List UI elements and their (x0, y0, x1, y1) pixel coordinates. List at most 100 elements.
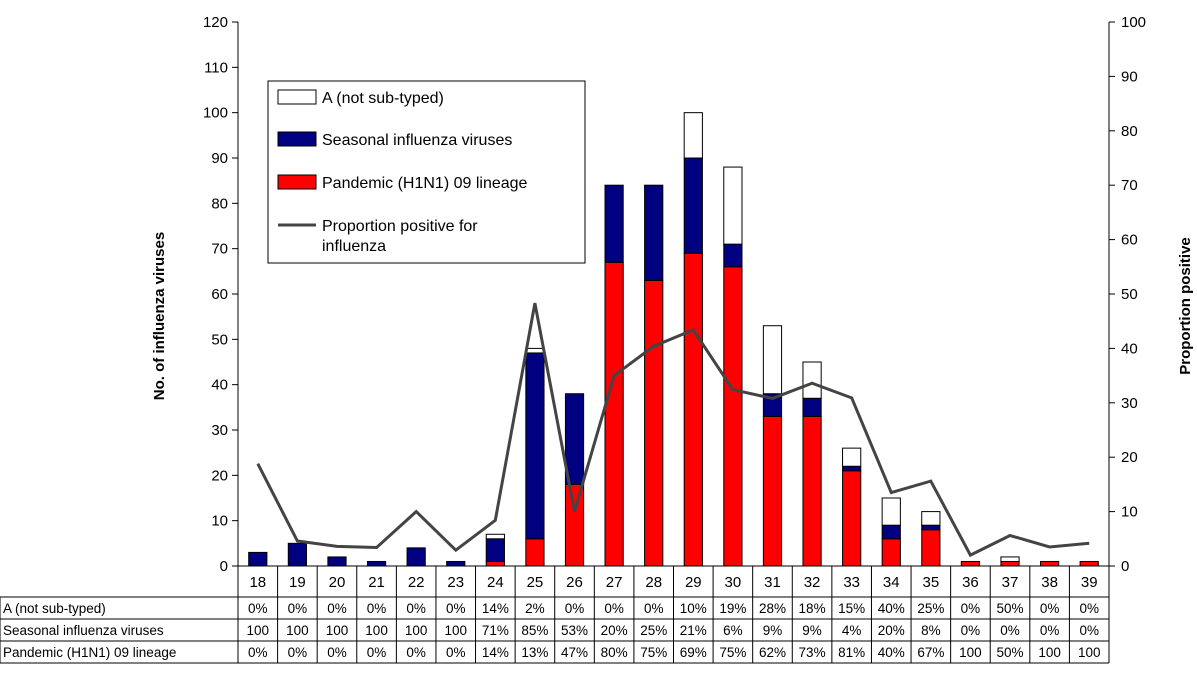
x-tick-label: 34 (883, 574, 900, 591)
y-tick-label-left: 100 (203, 105, 228, 122)
table-cell: 13% (521, 645, 548, 660)
table-cell: 0% (248, 645, 268, 660)
table-cell: 100 (959, 645, 982, 660)
bar-segment (1000, 556, 1020, 562)
legend-layer: A (not sub-typed) Seasonal influenza viru… (267, 80, 586, 264)
bar-segment (525, 538, 545, 567)
table-cell: 62% (759, 645, 786, 660)
y-tick-label-left: 20 (211, 467, 228, 484)
table-row-label: A (not sub-typed) (3, 601, 106, 616)
legend-swatch (277, 131, 317, 147)
y-tick-label-right: 10 (1121, 504, 1138, 521)
table-cell: 75% (640, 645, 667, 660)
table-cell: 6% (723, 623, 743, 638)
table-cell: 0% (644, 601, 664, 616)
y-tick-label-right: 80 (1121, 123, 1138, 140)
bar-segment (644, 184, 664, 281)
table-cell: 10% (680, 601, 707, 616)
table-cell: 100 (286, 623, 309, 638)
bar-segment (683, 157, 703, 254)
bar-segment (802, 361, 822, 399)
legend-label: Seasonal influenza viruses (322, 132, 512, 149)
y-tick-label-left: 40 (211, 377, 228, 394)
bar-segment (762, 325, 783, 395)
bar-segment (1000, 560, 1020, 567)
y-tick-label-right: 60 (1121, 232, 1138, 249)
table-cell: 15% (838, 601, 865, 616)
x-tick-label: 38 (1041, 574, 1058, 591)
table-cell: 100 (444, 623, 467, 638)
table-cell: 18% (799, 601, 826, 616)
table-cell: 0% (406, 645, 426, 660)
table-cell: 100 (326, 623, 349, 638)
y-tick-label-left: 0 (220, 558, 228, 575)
bar-segment (525, 352, 545, 540)
table-cell: 9% (763, 623, 783, 638)
x-tick-label: 36 (962, 574, 979, 591)
table-cell: 50% (997, 645, 1024, 660)
bar-segment (485, 560, 505, 567)
legend-box (267, 80, 586, 264)
y-tick-label-left: 70 (211, 241, 228, 258)
bar-segment (644, 279, 664, 567)
table-cell: 0% (327, 601, 347, 616)
bar-segment (287, 542, 307, 567)
table-cell: 0% (604, 601, 624, 616)
table-cell: 47% (561, 645, 588, 660)
table-cell: 81% (838, 645, 865, 660)
table-cell: 100 (365, 623, 388, 638)
y-axis-title-left: No. of influenza viruses (151, 232, 168, 400)
bar-segment (683, 252, 703, 567)
bar-segment (525, 347, 545, 354)
y-tick-label-left: 80 (211, 195, 228, 212)
legend-label-line: influenza (322, 238, 386, 255)
table-cell: 28% (759, 601, 786, 616)
table-cell: 14% (482, 601, 509, 616)
y-tick-label-right: 70 (1121, 177, 1138, 194)
x-tick-label: 21 (368, 574, 385, 591)
table-cell: 0% (1079, 601, 1099, 616)
bar-segment (842, 447, 862, 467)
table-cell: 14% (482, 645, 509, 660)
bar-segment (1040, 560, 1060, 567)
y-tick-label-left: 60 (211, 286, 228, 303)
table-cell: 0% (1000, 623, 1020, 638)
table-cell: 0% (288, 601, 308, 616)
bar-segment (842, 470, 862, 567)
bar-segment (723, 266, 743, 567)
x-tick-label: 30 (725, 574, 742, 591)
bar-segment (564, 393, 585, 485)
y-tick-label-right: 20 (1121, 449, 1138, 466)
table-row-label: Seasonal influenza viruses (3, 623, 164, 638)
table-cell: 53% (561, 623, 588, 638)
legend-label: Pandemic (H1N1) 09 lineage (322, 175, 528, 192)
y-tick-label-right: 30 (1121, 395, 1138, 412)
table-cell: 20% (878, 623, 905, 638)
y-tick-label-left: 110 (204, 59, 228, 76)
bars-layer (248, 112, 1099, 567)
y-axis-title-right: Proportion positive (1177, 237, 1194, 375)
proportion-line (256, 302, 1090, 558)
table-cell: 0% (288, 645, 308, 660)
bar-segment (485, 538, 505, 562)
table-cell: 19% (719, 601, 746, 616)
y-tick-label-right: 100 (1121, 14, 1146, 31)
table-cell: 25% (640, 623, 667, 638)
bar-segment (604, 184, 624, 263)
table-cell: 100 (1038, 645, 1061, 660)
table-cell: 4% (842, 623, 862, 638)
table-cell: 25% (917, 601, 944, 616)
x-tick-label: 29 (685, 574, 702, 591)
table-cell: 100 (247, 623, 270, 638)
table-cell: 73% (799, 645, 826, 660)
table-cell: 71% (482, 623, 509, 638)
bar-segment (802, 397, 822, 417)
table-cell: 0% (446, 601, 466, 616)
table-cell: 0% (367, 645, 387, 660)
bar-segment (446, 560, 466, 567)
y-tick-label-left: 30 (211, 422, 228, 439)
table-cell: 0% (961, 623, 981, 638)
x-tick-label: 24 (487, 574, 504, 591)
y-tick-label-right: 0 (1121, 558, 1129, 575)
